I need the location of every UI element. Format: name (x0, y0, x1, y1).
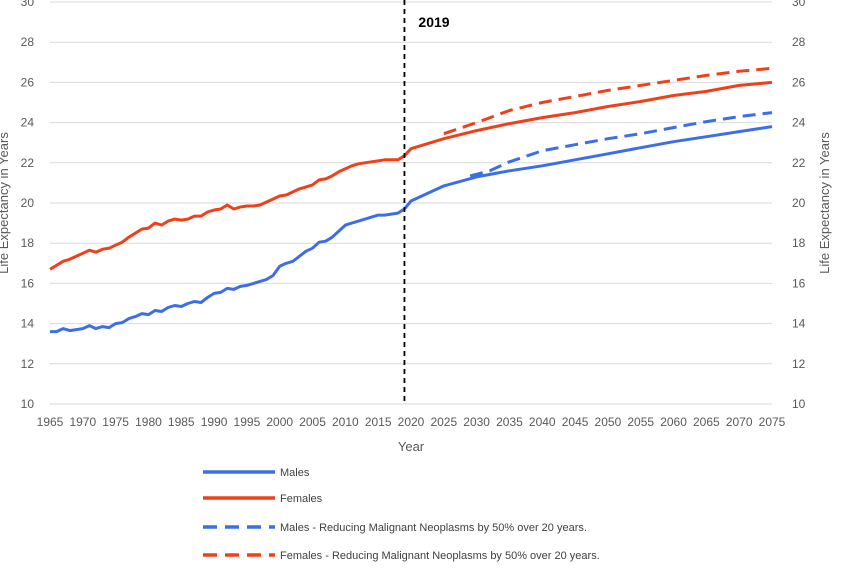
y-tick-label-left: 28 (21, 35, 35, 49)
y-tick-label-right: 12 (792, 357, 806, 371)
series-line-3 (443, 66, 773, 136)
y-tick-label-right: 22 (792, 156, 806, 170)
x-tick-label: 2045 (562, 415, 589, 429)
y-tick-label-right: 18 (792, 236, 806, 250)
series-lines (49, 66, 773, 334)
y-tick-label-right: 28 (792, 35, 806, 49)
y-tick-label-left: 30 (21, 0, 35, 9)
y-tick-label-right: 24 (792, 116, 806, 130)
y-tick-label-right: 30 (792, 0, 806, 9)
y-axis-title-right: Life Expectancy in Years (817, 132, 832, 274)
y-tick-label-left: 16 (21, 276, 35, 290)
legend-label: Females (280, 493, 323, 505)
x-tick-label: 2005 (299, 415, 326, 429)
y-tick-label-left: 20 (21, 196, 35, 210)
y-tick-label-right: 20 (792, 196, 806, 210)
year-2019-label: 2019 (418, 14, 449, 30)
x-tick-label: 2075 (759, 415, 786, 429)
x-tick-label: 1980 (135, 415, 162, 429)
x-tick-label: 1985 (168, 415, 195, 429)
x-tick-label: 1975 (102, 415, 129, 429)
y-tick-label-left: 14 (21, 317, 35, 331)
legend-label: Males - Reducing Malignant Neoplasms by … (280, 522, 587, 534)
x-tick-label: 2050 (595, 415, 622, 429)
x-tick-label: 2065 (693, 415, 720, 429)
x-axis-title: Year (398, 439, 425, 454)
x-tick-label: 2035 (496, 415, 523, 429)
y-tick-label-left: 22 (21, 156, 35, 170)
y-tick-label-right: 10 (792, 397, 806, 411)
x-tick-label: 2060 (660, 415, 687, 429)
legend-label: Males (280, 467, 310, 479)
y-tick-label-left: 12 (21, 357, 35, 371)
y-tick-label-left: 24 (21, 116, 35, 130)
legend: Males Females Males - Reducing Malignant N… (203, 467, 600, 562)
x-tick-label: 2000 (266, 415, 293, 429)
legend-label: Females - Reducing Malignant Neoplasms b… (280, 550, 600, 562)
x-tick-label: 2020 (398, 415, 425, 429)
y-tick-label-right: 14 (792, 317, 806, 331)
y-tick-label-left: 18 (21, 236, 35, 250)
x-tick-label: 2025 (430, 415, 457, 429)
series-line-2 (469, 111, 773, 178)
x-tick-label: 2015 (365, 415, 392, 429)
y-tick-label-left: 26 (21, 75, 35, 89)
x-tick-label: 2010 (332, 415, 359, 429)
x-tick-label: 2040 (529, 415, 556, 429)
series-line-1 (49, 80, 773, 271)
x-tick-label: 2070 (726, 415, 753, 429)
series-line-0 (50, 125, 773, 334)
y-tick-label-right: 16 (792, 276, 806, 290)
x-tick-label: 2030 (463, 415, 490, 429)
x-tick-label: 1965 (37, 415, 64, 429)
y-tick-label-left: 10 (21, 397, 35, 411)
x-tick-label: 1990 (201, 415, 228, 429)
x-tick-label: 1995 (234, 415, 261, 429)
x-tick-label: 1970 (69, 415, 96, 429)
y-tick-label-right: 26 (792, 75, 806, 89)
y-axis-title-left: Life Expectancy in Years (0, 132, 11, 274)
x-tick-label: 2055 (627, 415, 654, 429)
